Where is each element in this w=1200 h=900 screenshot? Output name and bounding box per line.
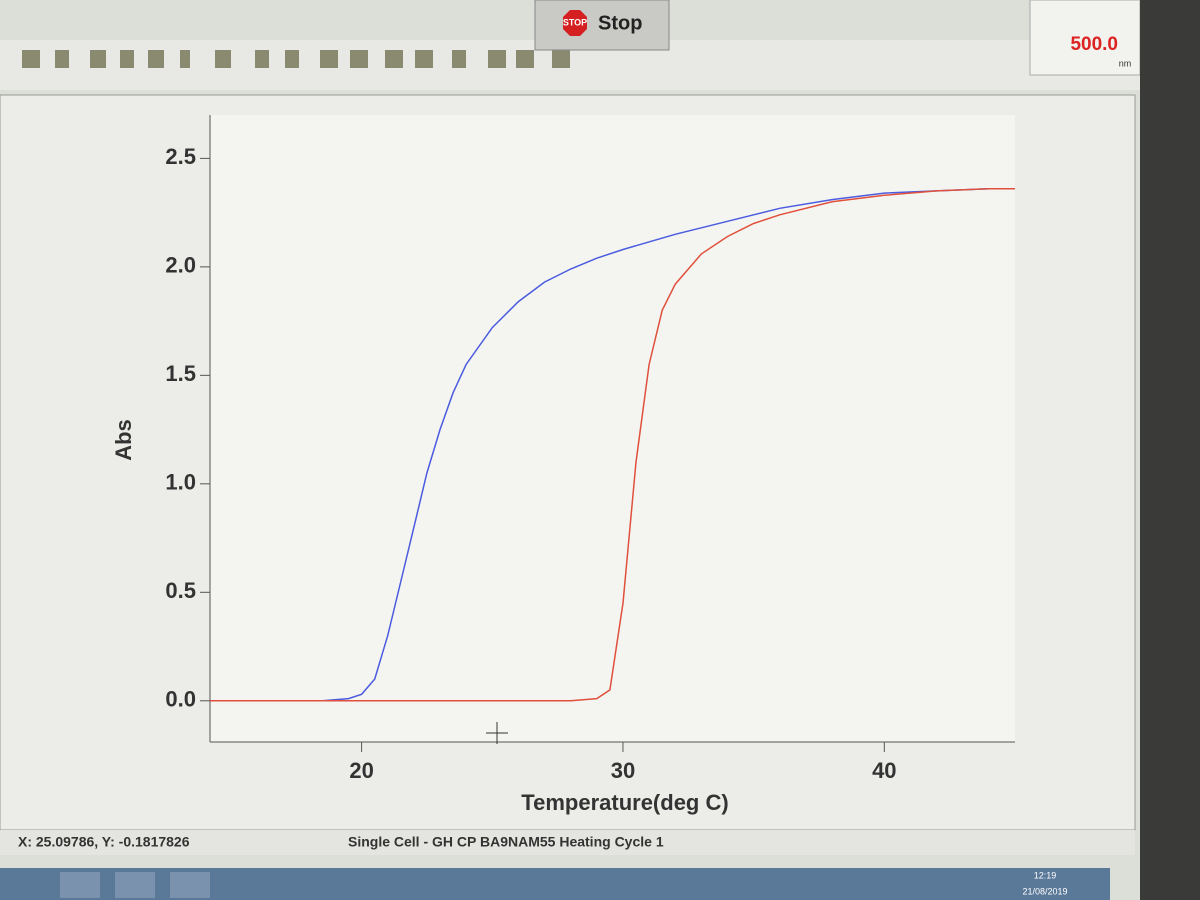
- taskbar-app[interactable]: [115, 872, 155, 898]
- run-description: Single Cell - GH CP BA9NAM55 Heating Cyc…: [348, 834, 664, 850]
- taskbar-app[interactable]: [60, 872, 100, 898]
- y-tick-label: 2.0: [165, 253, 196, 278]
- y-axis-title: Abs: [111, 419, 136, 461]
- stop-icon-text: STOP: [563, 17, 587, 27]
- taskbar-app[interactable]: [170, 872, 210, 898]
- y-tick-label: 0.0: [165, 687, 196, 712]
- y-tick-label: 1.0: [165, 470, 196, 495]
- data-line: [210, 188, 1015, 702]
- y-tick-label: 0.5: [165, 578, 196, 603]
- stop-button[interactable]: [534, 0, 670, 51]
- wavelength-panel: [1029, 0, 1141, 76]
- taskbar: [0, 868, 1110, 900]
- data-line: [322, 188, 1015, 702]
- x-axis-title: Temperature(deg C): [521, 790, 728, 815]
- x-tick-label: 20: [349, 758, 373, 783]
- plot: 0.0 0.5 1.0 1.5 2.0 2.5 20 30 40: [165, 144, 1015, 783]
- toolbar-icons: [22, 50, 570, 68]
- clock-date: 21/08/2019: [1022, 886, 1067, 896]
- monitor-bezel: [1140, 0, 1200, 900]
- y-tick-label: 1.5: [165, 361, 196, 386]
- wavelength-unit: nm: [1119, 58, 1132, 68]
- cursor-cross: [486, 722, 508, 744]
- plot-area: [210, 115, 1015, 742]
- clock-time: 12:19: [1034, 870, 1057, 880]
- status-bar: [0, 830, 1135, 855]
- wavelength: 500.0: [1070, 34, 1118, 55]
- x-tick-label: 40: [872, 758, 896, 783]
- y-tick-label: 2.5: [165, 144, 196, 169]
- stop-label: Stop: [598, 12, 642, 34]
- x-tick-label: 30: [611, 758, 635, 783]
- stop-icon: [563, 10, 587, 36]
- cursor-readout: X: 25.09786, Y: -0.1817826: [18, 834, 190, 850]
